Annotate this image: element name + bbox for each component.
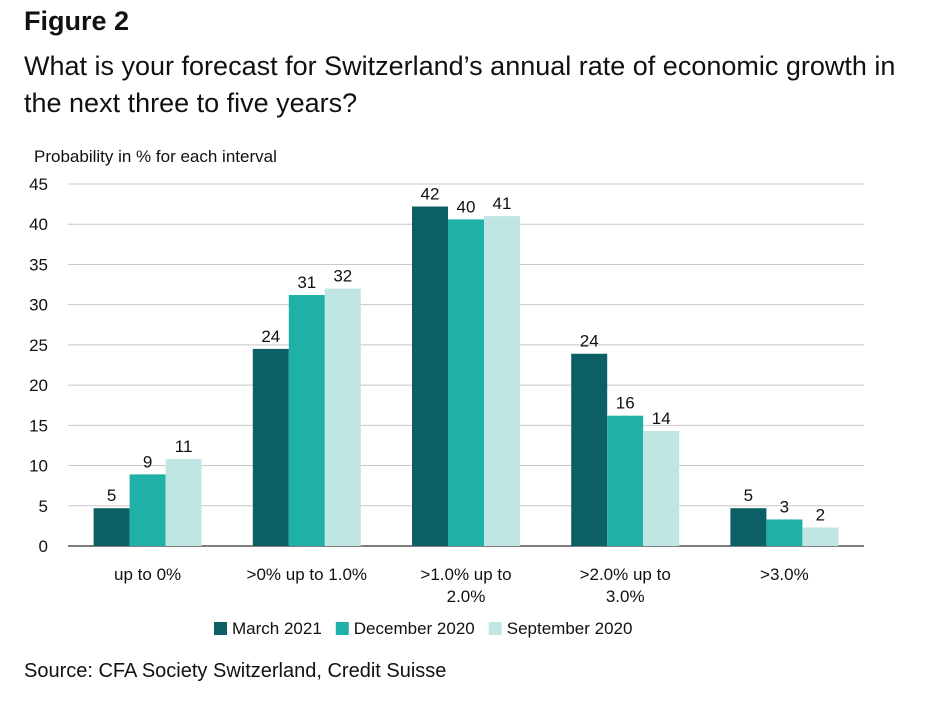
x-tick-label: up to 0% xyxy=(114,565,181,584)
legend-swatch xyxy=(335,622,349,635)
bar xyxy=(324,288,361,546)
data-label: 40 xyxy=(457,197,476,216)
data-label: 16 xyxy=(616,394,635,413)
data-label: 31 xyxy=(297,273,316,292)
y-tick-label: 10 xyxy=(29,457,48,476)
bar xyxy=(412,206,448,546)
source-note: Source: CFA Society Switzerland, Credit … xyxy=(24,660,447,682)
data-label: 24 xyxy=(580,332,599,351)
bar xyxy=(129,474,166,546)
x-tick-label: 2.0% xyxy=(447,587,486,606)
y-tick-label: 0 xyxy=(39,537,48,556)
legend-swatch xyxy=(214,622,227,635)
y-tick-label: 45 xyxy=(29,175,48,194)
data-label: 32 xyxy=(333,267,352,286)
x-tick-label: >1.0% up to xyxy=(420,565,511,584)
legend-entry: March 2021 xyxy=(232,619,322,638)
y-tick-label: 5 xyxy=(39,497,48,516)
bar xyxy=(643,430,680,546)
legend-entry: September 2020 xyxy=(507,619,633,638)
y-axis-label: Probability in % for each interval xyxy=(34,147,277,166)
data-label: 5 xyxy=(107,486,116,505)
data-label: 2 xyxy=(816,505,825,524)
bar xyxy=(252,348,289,546)
data-label: 5 xyxy=(744,486,753,505)
x-tick-label: 3.0% xyxy=(606,587,645,606)
bar xyxy=(766,519,803,546)
y-tick-label: 15 xyxy=(29,416,48,435)
figure-label: Figure 2 xyxy=(24,6,130,36)
y-tick-label: 20 xyxy=(29,376,48,395)
bar xyxy=(165,459,202,546)
data-label: 14 xyxy=(652,409,671,428)
bar xyxy=(802,527,839,546)
bar xyxy=(607,415,644,546)
x-tick-label: >0% up to 1.0% xyxy=(247,565,368,584)
x-tick-label: >2.0% up to xyxy=(580,565,671,584)
y-tick-label: 35 xyxy=(29,255,48,274)
x-tick-label: >3.0% xyxy=(760,565,809,584)
chart-title: What is your forecast for Switzerland’s … xyxy=(24,51,896,118)
y-tick-label: 40 xyxy=(29,215,48,234)
bar xyxy=(484,216,520,546)
bar xyxy=(571,353,608,546)
data-label: 41 xyxy=(493,194,512,213)
data-label: 11 xyxy=(175,437,193,456)
legend-swatch xyxy=(488,622,502,635)
bar xyxy=(730,508,767,546)
data-label: 24 xyxy=(261,327,280,346)
legend-entry: December 2020 xyxy=(354,619,475,638)
y-tick-label: 25 xyxy=(29,336,48,355)
bar xyxy=(93,508,130,546)
data-label: 3 xyxy=(780,497,789,516)
y-tick-label: 30 xyxy=(29,296,48,315)
bar xyxy=(448,219,484,546)
data-label: 9 xyxy=(143,452,152,471)
bar xyxy=(288,295,325,546)
data-label: 42 xyxy=(421,185,440,204)
